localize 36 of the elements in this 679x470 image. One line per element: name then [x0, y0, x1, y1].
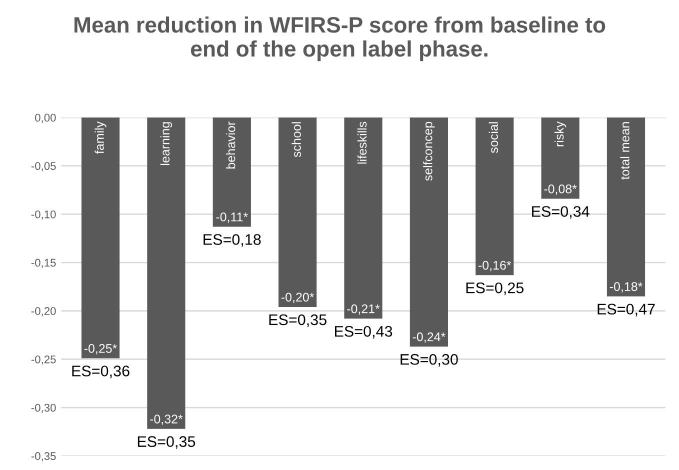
data-label: -0,32*	[150, 414, 183, 425]
annotation: ES=0,30	[400, 354, 458, 367]
data-label: -0,16*	[478, 260, 512, 272]
y-tick-label: -0,05	[31, 162, 56, 172]
annotation: ES=0,34	[532, 206, 590, 219]
x-tick-label: risky	[554, 121, 566, 146]
data-label: -0,08*	[544, 184, 577, 195]
annotation: ES=0,35	[138, 436, 196, 449]
annotation: ES=0,18	[204, 234, 261, 247]
data-label: -0,18*	[610, 282, 642, 292]
data-label: -0,11*	[216, 212, 248, 223]
annotation: ES=0,47	[598, 304, 655, 316]
x-tick-label: social	[488, 122, 498, 153]
y-tick-label: -0,25	[31, 355, 56, 365]
data-label: -0,25*	[84, 344, 118, 354]
y-tick-label: -0,20	[31, 307, 56, 316]
x-tick-label: family	[94, 121, 106, 154]
x-tick-label: total mean	[620, 122, 630, 180]
annotation: ES=0,35	[269, 314, 326, 327]
x-tick-label: learning	[160, 122, 172, 165]
x-tick-label: school	[292, 122, 301, 158]
x-tick-label: selfconcep	[423, 122, 435, 181]
chart-title: Mean reduction in WFIRS-P score from baseline to end of the open label phase.	[74, 16, 606, 62]
y-tick-label: -0,30	[31, 404, 56, 414]
data-label: -0,24*	[412, 332, 446, 343]
y-tick-label: -0,15	[31, 258, 56, 268]
y-tick-label: -0,35	[31, 452, 56, 462]
annotation: ES=0,43	[335, 326, 392, 339]
x-tick-label: lifeskills	[357, 122, 367, 164]
y-tick-label: -0,10	[31, 210, 56, 220]
data-label: -0,21*	[347, 304, 380, 315]
annotation: ES=0,36	[72, 366, 130, 378]
data-label: -0,20*	[281, 292, 314, 304]
x-tick-label: behavior	[226, 122, 236, 169]
y-tick-label: 0,00	[35, 114, 56, 123]
annotation: ES=0,25	[466, 282, 524, 296]
